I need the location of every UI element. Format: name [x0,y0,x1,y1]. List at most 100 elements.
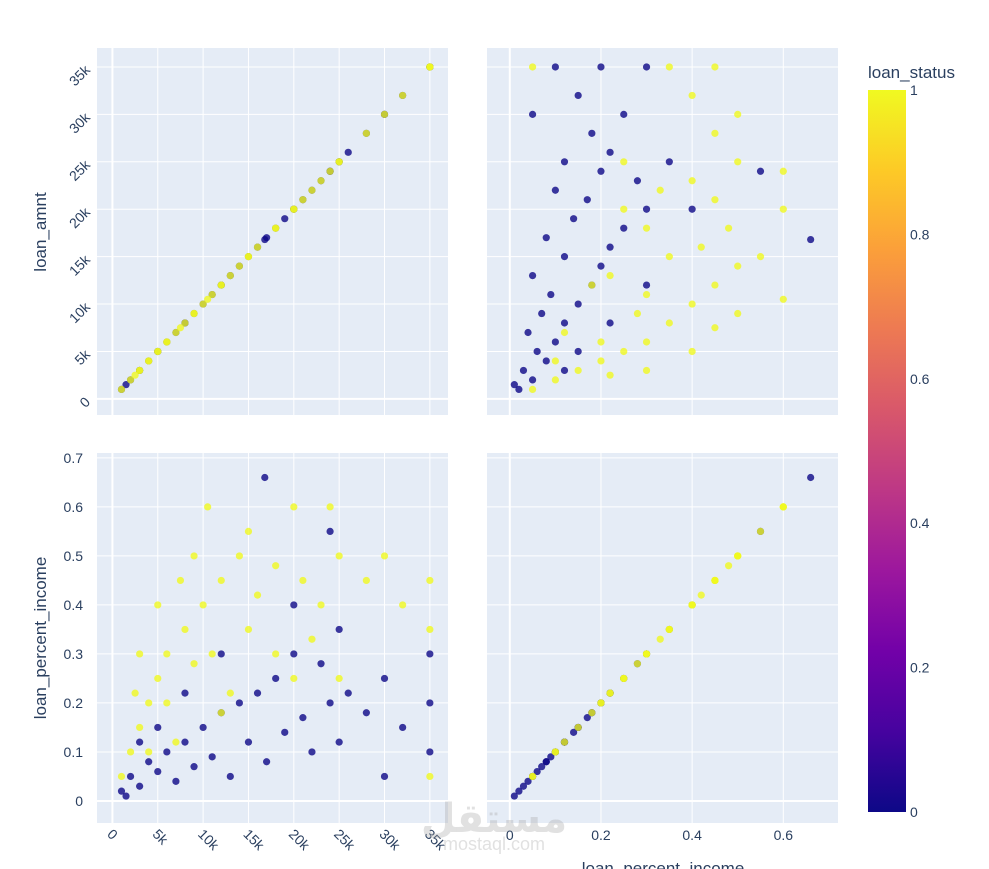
data-point [362,576,370,585]
data-point [136,650,144,658]
data-point [117,787,126,795]
panel-1-0: 0 0.1 0.2 0.3 0.4 0.5 0.6 0.7 0 5k 10k 15k 20k 25k 30k… [64,450,450,854]
data-point [642,205,651,213]
data-point [711,63,719,71]
data-point [399,723,407,732]
data-point [711,324,719,332]
data-point [426,625,434,634]
data-point [281,728,289,736]
data-point [272,562,280,570]
x-tick-label: 0 [506,827,514,843]
data-point [515,385,523,393]
data-point [190,552,198,560]
x-tick-label: 20k [286,826,314,854]
x-tick-label: 25k [331,826,359,854]
data-point [528,110,537,118]
data-point [199,601,207,609]
data-point [588,281,596,289]
data-point [642,366,651,375]
data-point [711,281,719,289]
data-point [136,738,144,746]
y-tick-label: 20k [66,203,94,231]
data-point [117,385,126,393]
colorbar-gradient [868,90,906,812]
watermark-arabic: مستقل [421,797,567,841]
data-point [510,792,518,800]
data-point [299,576,307,585]
data-point [261,473,269,482]
data-point [299,196,307,204]
data-point [528,376,537,384]
colorbar-tick-label: 0.2 [910,660,930,676]
data-point [154,674,162,683]
data-point [344,689,352,697]
colorbar-tick-label: 1 [910,82,918,98]
data-point [756,253,765,261]
data-point [154,347,162,356]
panel-0-1 [487,48,838,415]
data-point [163,748,171,756]
data-point [235,262,243,270]
data-point [380,110,389,118]
panel-0-0: 0 5k 10k 15k 20k 25k 30k 35k [66,48,448,415]
data-point [163,650,171,658]
data-point [711,196,719,204]
data-point [547,290,555,299]
data-point [244,738,253,746]
data-point [172,738,180,746]
data-point [217,650,225,658]
data-point [399,601,407,609]
data-point [181,738,189,746]
data-point [226,689,234,697]
data-point [734,110,742,118]
data-point [122,381,130,389]
data-point [335,674,343,683]
data-point [633,309,642,318]
data-point [176,324,185,332]
data-point [642,650,651,658]
data-point [244,625,253,634]
data-point [779,205,787,213]
data-point [597,262,605,270]
colorbar-title: loan_status [868,63,955,82]
data-point [597,699,605,707]
data-point [656,635,664,643]
data-point [807,235,815,244]
data-point [574,723,582,732]
data-point [226,271,234,280]
data-point [620,347,628,356]
data-point [272,650,280,658]
data-point [326,527,334,536]
data-point [290,503,298,511]
plot-background [487,48,838,415]
data-point [542,357,550,365]
data-point [272,224,280,232]
x-tick-label: 0.4 [682,827,702,843]
data-point [163,338,171,346]
data-point [426,772,434,781]
data-point [426,748,434,756]
data-point [190,309,198,318]
data-point [317,601,325,609]
data-point [597,338,605,346]
data-point [190,660,198,668]
data-point [665,63,673,71]
data-point [308,748,316,756]
data-point [154,767,162,776]
data-point [217,281,225,289]
y-tick-label: 10k [66,298,94,326]
data-point [779,503,787,511]
data-point [154,723,162,732]
plot-background [97,453,448,823]
data-point [126,772,135,781]
data-point [208,753,216,761]
data-point [734,309,742,318]
data-point [551,748,559,756]
data-point [560,253,569,261]
data-point [117,772,126,781]
data-point [163,699,171,707]
x-axis-title-loan-percent-income: loan_percent_income [582,859,745,869]
y-tick-label: 25k [66,156,94,184]
data-point [145,357,153,365]
